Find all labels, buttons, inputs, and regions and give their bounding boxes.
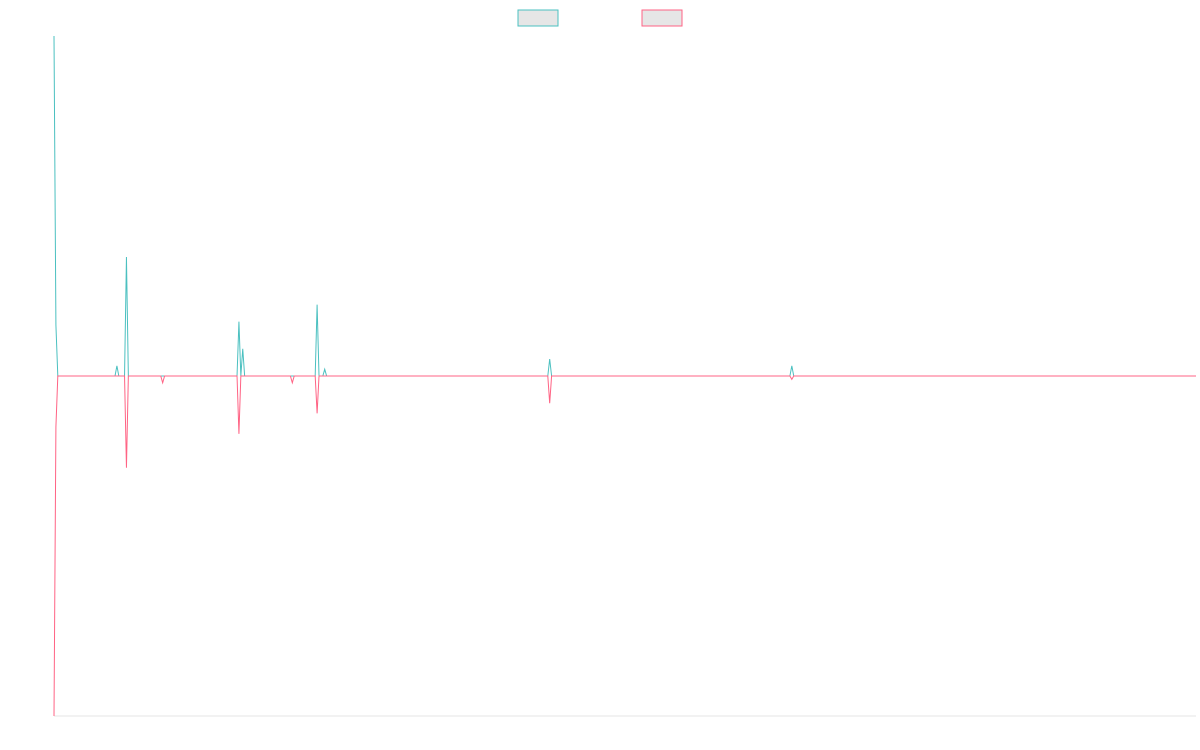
legend-swatch-2[interactable] xyxy=(641,9,683,27)
series-line-1 xyxy=(53,35,1196,377)
series-line-2 xyxy=(53,375,1196,717)
legend-swatch-1[interactable] xyxy=(517,9,559,27)
legend xyxy=(517,9,683,27)
series-layer xyxy=(53,35,1196,717)
